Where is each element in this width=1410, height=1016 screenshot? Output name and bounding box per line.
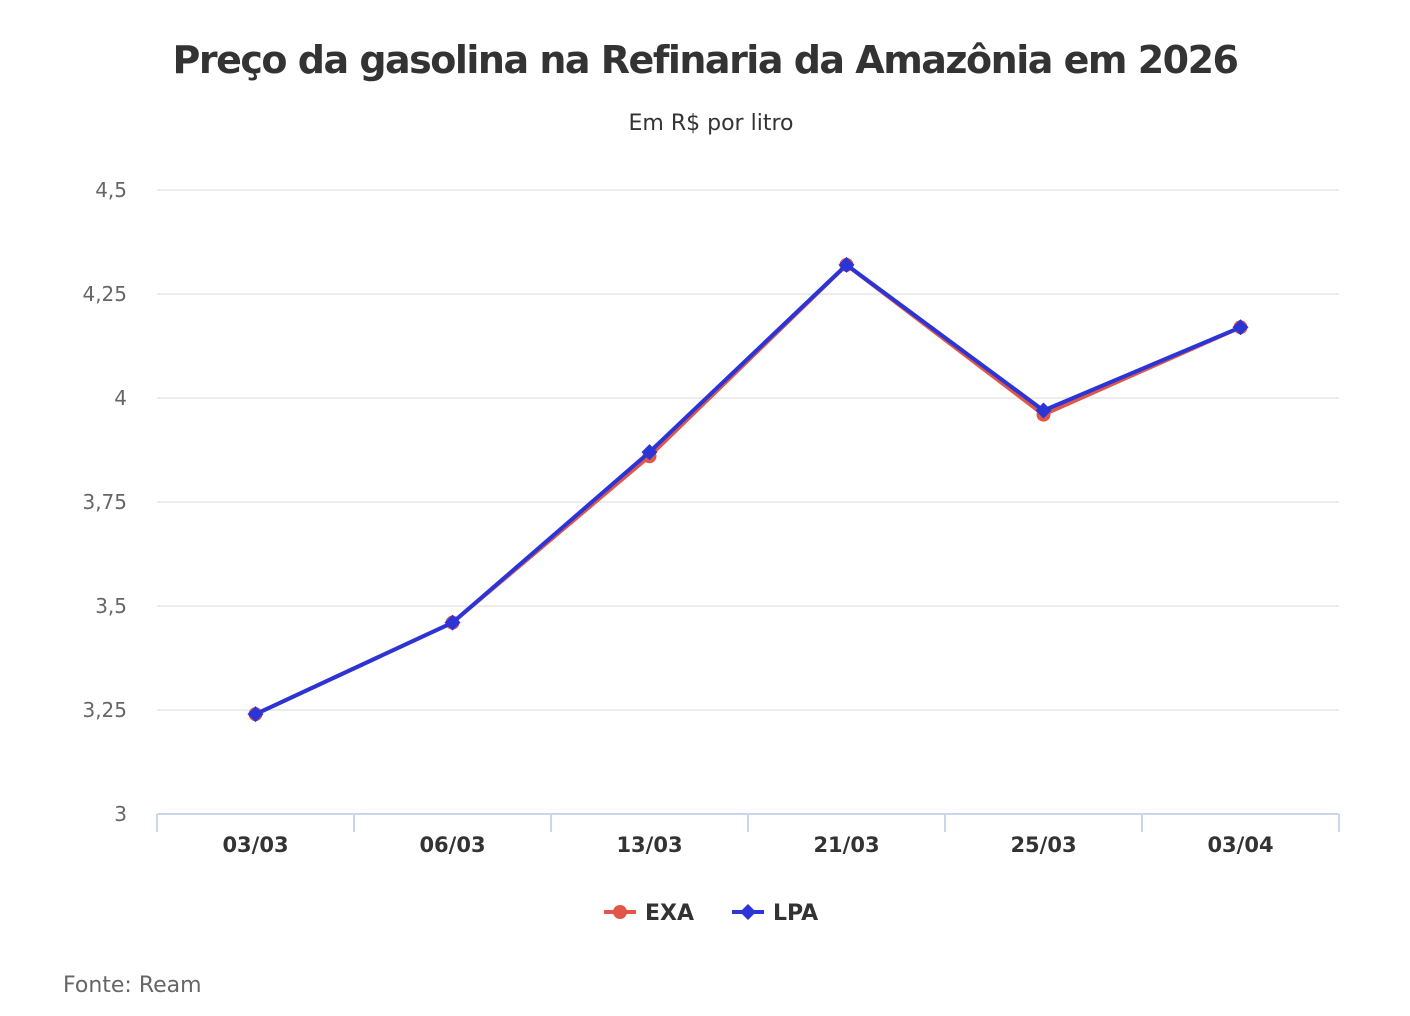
legend-marker — [740, 904, 756, 920]
x-tick-label: 13/03 — [616, 833, 682, 857]
y-tick-label: 4,5 — [95, 178, 127, 202]
y-tick-label: 4,25 — [82, 282, 127, 306]
y-tick-label: 3 — [114, 802, 127, 826]
y-tick-label: 3,75 — [82, 490, 127, 514]
data-point — [1035, 402, 1052, 419]
y-tick-label: 4 — [114, 386, 127, 410]
data-point — [1232, 319, 1249, 336]
source-note: Fonte: Ream — [63, 973, 202, 998]
legend-marker — [613, 905, 627, 919]
data-point — [444, 614, 461, 631]
x-tick-label: 25/03 — [1010, 833, 1076, 857]
series-lpa — [254, 262, 1242, 716]
legend-label: EXA — [645, 901, 694, 926]
x-tick-label: 06/03 — [419, 833, 485, 857]
chart-title: Preço da gasolina na Refinaria da Amazôn… — [172, 38, 1239, 82]
series-line — [254, 262, 1242, 716]
x-tick-label: 03/03 — [222, 833, 288, 857]
x-tick-label: 03/04 — [1207, 833, 1273, 857]
data-point — [838, 256, 855, 273]
x-tick-label: 21/03 — [813, 833, 879, 857]
legend-label: LPA — [773, 901, 818, 926]
data-point — [247, 706, 264, 723]
chart-subtitle: Em R$ por litro — [628, 111, 794, 136]
y-tick-label: 3,5 — [95, 594, 127, 618]
y-tick-label: 3,25 — [82, 698, 127, 722]
data-point — [641, 444, 658, 461]
